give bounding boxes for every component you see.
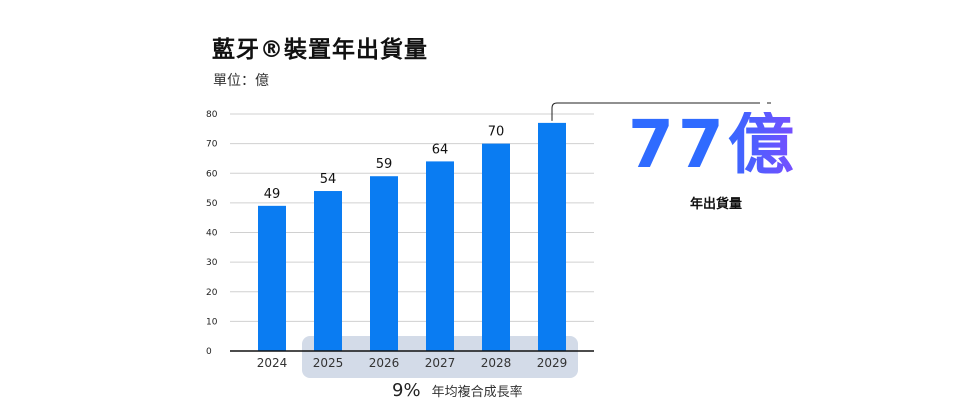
highlight-value: 77億	[628, 106, 798, 183]
x-tick-label: 2029	[537, 356, 568, 370]
x-tick-label: 2027	[425, 356, 456, 370]
y-tick-label: 80	[206, 110, 218, 120]
y-tick-label: 30	[206, 258, 218, 268]
callout-line	[551, 102, 760, 121]
data-label-2027: 64	[432, 142, 449, 157]
bar-2026	[370, 176, 398, 351]
x-tick-label: 2024	[257, 356, 288, 370]
bar-2024	[258, 205, 286, 351]
chart-title: 藍牙®裝置年出貨量	[212, 37, 428, 63]
x-tick-label: 2028	[481, 356, 512, 370]
cagr-label: 年均複合成長率	[431, 385, 523, 400]
data-label-2025: 54	[320, 172, 337, 187]
y-tick-label: 0	[206, 347, 212, 357]
bar-2029	[538, 122, 566, 351]
bar-2028	[482, 143, 510, 351]
x-tick-label: 2026	[369, 356, 400, 370]
y-tick-label: 20	[206, 288, 218, 298]
y-tick-label: 70	[206, 140, 218, 150]
highlight-label: 年出貨量	[690, 197, 743, 212]
cagr-value: 9%	[392, 380, 421, 401]
bar-2025	[314, 191, 342, 351]
data-label-2024: 49	[264, 187, 281, 202]
data-label-2028: 70	[488, 125, 505, 140]
y-tick-label: 60	[206, 169, 218, 179]
bar-2027	[426, 161, 454, 351]
unit-label: 單位：億	[213, 73, 269, 89]
y-tick-label: 50	[206, 199, 218, 209]
x-tick-label: 2025	[313, 356, 344, 370]
cagr-annotation: 9% 年均複合成長率	[392, 380, 523, 401]
y-tick-label: 40	[206, 229, 218, 239]
data-label-2026: 59	[376, 157, 393, 172]
y-tick-label: 10	[206, 317, 218, 327]
